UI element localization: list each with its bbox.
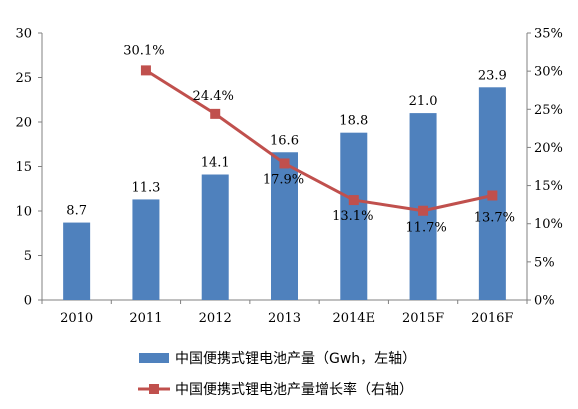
right-tick-label: 5%: [534, 255, 555, 270]
growth-rate-label: 24.4%: [193, 89, 234, 104]
left-tick-label: 0: [24, 294, 32, 309]
growth-rate-label: 11.7%: [405, 221, 446, 236]
growth-rate-line: [145, 69, 493, 213]
data-labels: 8.7 11.3 14.1 16.6 18.8 21.0 23.9 30.1% 24.4% 17.…: [66, 43, 515, 235]
right-tick-label: 15%: [534, 179, 563, 194]
growth-rate-marker: [487, 190, 498, 201]
right-tick-label: 30%: [534, 65, 563, 80]
legend-line-label: 中国便携式锂电池产量增长率（右轴）: [175, 381, 413, 398]
bar-value-label: 18.8: [339, 114, 368, 129]
bar-value-label: 11.3: [131, 180, 160, 195]
x-tick-label: 2011: [129, 311, 162, 326]
x-tick-label: 2012: [199, 311, 232, 326]
right-tick-label: 35%: [534, 27, 563, 42]
left-tick-label: 10: [15, 205, 32, 220]
bar: [271, 152, 298, 300]
growth-rate-label: 13.7%: [474, 210, 515, 225]
left-tick-label: 25: [15, 71, 32, 86]
bar: [340, 132, 368, 300]
bar: [132, 199, 160, 300]
x-tick-label: 2015F: [402, 311, 444, 326]
bar: [201, 174, 229, 300]
growth-rate-marker: [279, 158, 290, 169]
x-tick-label: 2010: [60, 311, 93, 326]
x-tick-label: 2016F: [471, 311, 513, 326]
right-tick-label: 0%: [534, 294, 555, 309]
left-tick-label: 15: [15, 160, 32, 175]
right-tick-label: 25%: [534, 103, 563, 118]
x-tick-label: 2014E: [332, 311, 375, 326]
axes: 0 5 10 15 20 25 30 0% 5% 10% 15% 20% 25% 30% 35% 2010 20…: [15, 27, 562, 327]
bar-value-label: 23.9: [478, 68, 507, 83]
right-tick-label: 20%: [534, 141, 563, 156]
x-tick-label: 2013: [268, 311, 301, 326]
left-tick-label: 30: [15, 27, 32, 42]
bar-value-label: 14.1: [201, 156, 230, 171]
legend: 中国便携式锂电池产量（Gwh，左轴） 中国便携式锂电池产量增长率（右轴）: [138, 351, 416, 398]
growth-rate-marker: [140, 65, 151, 76]
left-tick-label: 20: [15, 116, 32, 131]
growth-rate-marker: [210, 108, 221, 119]
legend-bar-label: 中国便携式锂电池产量（Gwh，左轴）: [175, 351, 416, 367]
growth-rate-label: 30.1%: [123, 43, 164, 58]
growth-rate-marker: [418, 205, 429, 216]
legend-line-marker: [149, 384, 159, 394]
bar: [63, 222, 91, 300]
bar-value-label: 16.6: [270, 133, 299, 148]
bar-series: [63, 87, 506, 300]
bar-value-label: 8.7: [66, 204, 87, 219]
growth-rate-label: 17.9%: [263, 172, 304, 187]
growth-rate-label: 13.1%: [332, 209, 373, 224]
legend-bar-swatch: [139, 353, 169, 363]
line-series: [140, 65, 498, 216]
growth-rate-marker: [348, 195, 359, 206]
left-tick-label: 5: [24, 249, 32, 264]
right-tick-label: 10%: [534, 217, 563, 232]
bar-value-label: 21.0: [409, 94, 438, 109]
